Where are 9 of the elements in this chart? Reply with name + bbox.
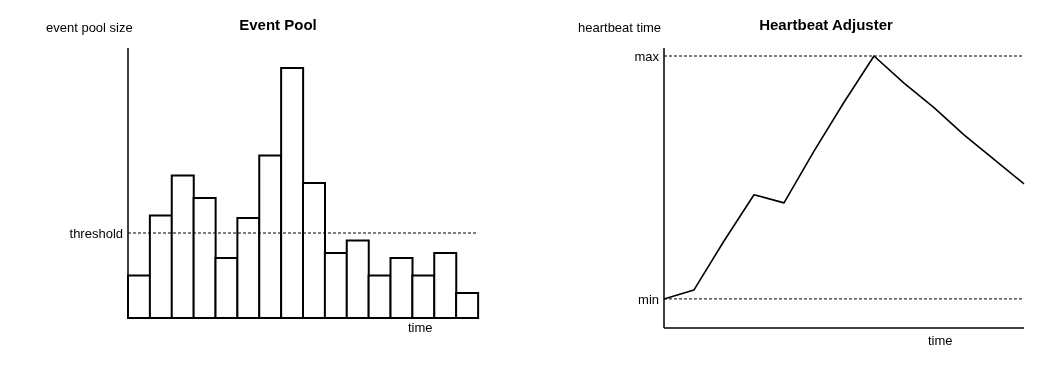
ref-line-label: threshold bbox=[69, 225, 123, 241]
ref-line-label: max bbox=[634, 48, 660, 64]
y-axis-title: heartbeat time bbox=[578, 20, 662, 35]
y-axis-title: event pool size bbox=[46, 20, 133, 35]
x-axis-title: time bbox=[928, 333, 953, 348]
chart-title: Heartbeat Adjuster bbox=[759, 16, 893, 33]
x-axis-title: time bbox=[408, 320, 433, 335]
ref-line-label: min bbox=[638, 291, 659, 307]
chart-title: Event Pool bbox=[239, 16, 317, 33]
